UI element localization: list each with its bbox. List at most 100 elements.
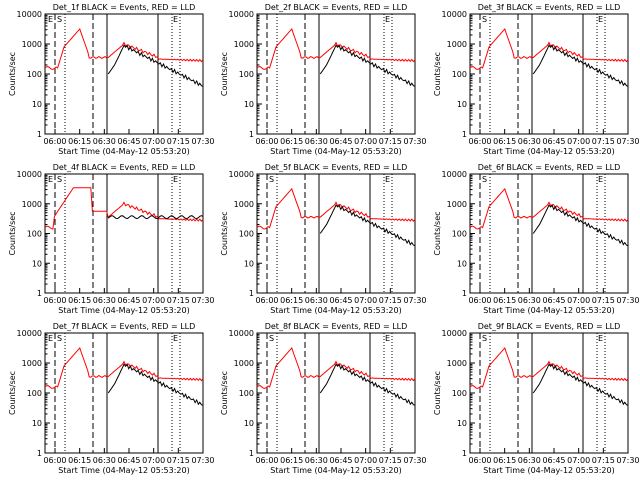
marker-e: E: [598, 175, 603, 184]
marker-s: S: [57, 175, 62, 184]
y-tick-label: 1: [462, 449, 467, 458]
x-tick-label: 07:00: [142, 456, 165, 465]
x-tick-label: 07:00: [354, 137, 377, 146]
series-events-line: [107, 44, 204, 87]
marker-s: S: [269, 175, 274, 184]
series-lld-line: [469, 187, 629, 230]
x-tick-label: 07:30: [403, 456, 426, 465]
x-axis-label: Start Time (04-May-12 05:53:20): [58, 466, 189, 475]
series-lld-line: [469, 347, 629, 389]
chart-panel-2: Det_2f BLACK = Events, RED = LLD 1 10 100 10…: [220, 3, 427, 156]
x-tick-label: 06:15: [280, 137, 303, 146]
y-tick-label: 10: [32, 100, 42, 109]
series-lld-line: [44, 28, 204, 70]
marker-e: E: [598, 334, 603, 343]
x-tick-label: 06:30: [518, 137, 541, 146]
x-tick-label: 07:15: [167, 456, 190, 465]
y-tick-label: 10: [244, 419, 254, 428]
y-tick-label: 1: [37, 130, 42, 139]
series-events-line: [319, 363, 416, 406]
y-axis-label: Counts/sec: [220, 52, 229, 96]
x-axis-label: Start Time (04-May-12 05:53:20): [270, 306, 401, 315]
series-events-line: [532, 44, 629, 87]
x-tick-label: 06:15: [493, 456, 516, 465]
x-tick-label: 06:30: [305, 137, 328, 146]
x-tick-label: 07:30: [616, 137, 639, 146]
y-axis-label: Counts/sec: [433, 211, 442, 255]
y-tick-label: 10: [32, 419, 42, 428]
marker-s: S: [482, 175, 487, 184]
x-tick-label: 07:30: [191, 137, 214, 146]
y-axis-label: Counts/sec: [8, 211, 17, 255]
marker-e: E: [173, 15, 178, 24]
series-events-line: [319, 204, 416, 247]
x-tick-label: 06:30: [93, 456, 116, 465]
x-tick-label: 06:15: [493, 137, 516, 146]
series-events-line: [532, 363, 629, 406]
x-tick-label: 06:30: [518, 296, 541, 305]
series-lld-line: [256, 347, 416, 389]
y-tick-label: 10000: [442, 329, 467, 338]
y-tick-label: 1: [249, 449, 254, 458]
y-tick-label: 10000: [17, 170, 42, 179]
y-tick-label: 1: [462, 289, 467, 298]
y-tick-label: 10: [32, 259, 42, 268]
y-tick-label: 10000: [17, 329, 42, 338]
marker-s: S: [57, 15, 62, 24]
x-tick-label: 07:15: [379, 456, 402, 465]
y-tick-label: 1000: [234, 40, 254, 49]
marker-s: S: [482, 15, 487, 24]
y-tick-label: 1000: [234, 359, 254, 368]
x-tick-label: 06:45: [329, 456, 352, 465]
y-tick-label: 1: [37, 289, 42, 298]
y-tick-label: 100: [452, 230, 467, 239]
y-tick-label: 1000: [447, 359, 467, 368]
y-tick-label: 1000: [447, 40, 467, 49]
marker-e: E: [173, 175, 178, 184]
series-events-line: [532, 204, 629, 247]
x-axis-label: Start Time (04-May-12 05:53:20): [270, 147, 401, 156]
x-tick-label: 07:00: [142, 296, 165, 305]
x-tick-label: 06:45: [117, 137, 140, 146]
y-tick-label: 10000: [17, 10, 42, 19]
x-tick-label: 06:30: [305, 456, 328, 465]
y-tick-label: 1000: [234, 200, 254, 209]
y-tick-label: 10: [244, 100, 254, 109]
x-tick-label: 07:15: [592, 456, 615, 465]
chart-title: Det_9f BLACK = Events, RED = LLD: [478, 322, 621, 331]
y-tick-label: 100: [452, 70, 467, 79]
x-tick-label: 06:45: [542, 456, 565, 465]
series-lld-line: [469, 28, 629, 70]
x-tick-label: 07:15: [592, 296, 615, 305]
x-tick-label: 06:15: [493, 296, 516, 305]
x-axis-label: Start Time (04-May-12 05:53:20): [58, 306, 189, 315]
marker-e: E: [173, 334, 178, 343]
x-tick-label: 07:00: [142, 137, 165, 146]
chart-title: Det_1f BLACK = Events, RED = LLD: [53, 3, 196, 12]
y-tick-label: 10: [244, 259, 254, 268]
x-tick-label: 07:00: [567, 456, 590, 465]
x-tick-label: 06:45: [542, 137, 565, 146]
x-tick-label: 07:00: [354, 456, 377, 465]
x-tick-label: 06:45: [542, 296, 565, 305]
y-axis-label: Counts/sec: [8, 52, 17, 96]
x-tick-label: 06:00: [255, 137, 278, 146]
y-tick-label: 1: [249, 130, 254, 139]
x-tick-label: 07:30: [403, 137, 426, 146]
x-tick-label: 07:30: [191, 456, 214, 465]
y-axis-label: Counts/sec: [220, 211, 229, 255]
marker-e: E: [48, 15, 53, 24]
x-tick-label: 06:15: [280, 456, 303, 465]
y-tick-label: 1: [37, 449, 42, 458]
y-tick-label: 1000: [22, 359, 42, 368]
y-tick-label: 1: [249, 289, 254, 298]
chart-panel-4: Det_4f BLACK = Events, RED = LLD 1 10 100 10…: [8, 163, 215, 315]
x-tick-label: 07:30: [616, 456, 639, 465]
y-tick-label: 100: [27, 230, 42, 239]
x-tick-label: 06:00: [43, 296, 66, 305]
chart-title: Det_4f BLACK = Events, RED = LLD: [53, 163, 196, 172]
x-tick-label: 06:00: [43, 456, 66, 465]
y-tick-label: 1000: [22, 200, 42, 209]
y-tick-label: 1000: [22, 40, 42, 49]
x-tick-label: 06:00: [255, 296, 278, 305]
